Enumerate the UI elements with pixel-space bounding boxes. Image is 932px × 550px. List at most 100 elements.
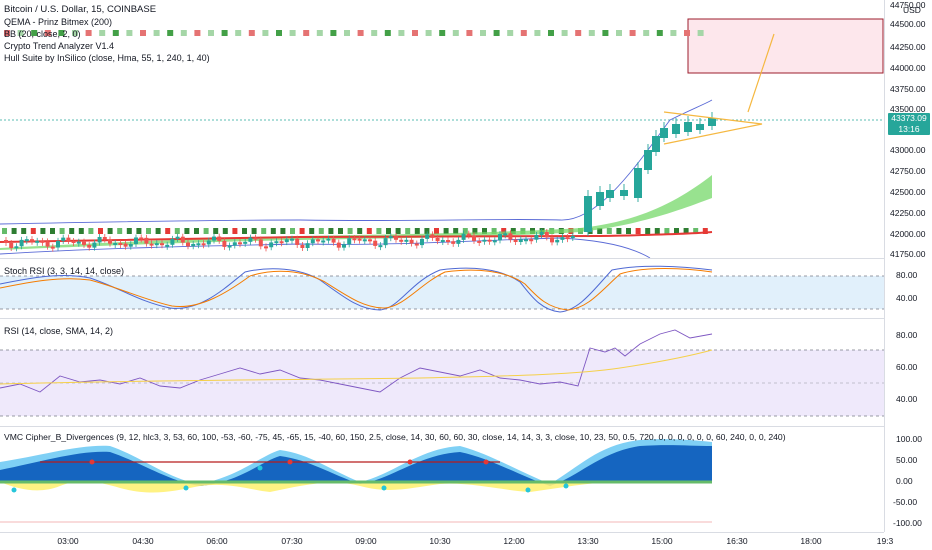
signal-dot [318, 228, 324, 234]
price-tick: 42750.00 [890, 166, 926, 176]
candle [456, 239, 461, 244]
stoch-rsi-title[interactable]: Stoch RSI (3, 3, 14, 14, close) [4, 266, 125, 276]
candle [492, 240, 497, 243]
candle [108, 239, 112, 244]
rsi-pane[interactable]: RSI (14, close, SMA, 14, 2) [0, 318, 884, 427]
vmc-signal-dot [287, 459, 293, 465]
candle [529, 239, 534, 242]
candle [45, 241, 50, 247]
rsi-title[interactable]: RSI (14, close, SMA, 14, 2) [4, 326, 114, 336]
signal-dot [466, 30, 473, 36]
vmc-yellow-wave [0, 481, 712, 493]
time-tick: 18:00 [800, 536, 822, 546]
signal-dot [507, 30, 514, 36]
signal-dot [534, 30, 541, 36]
signal-dot [452, 30, 459, 36]
signal-dot [588, 30, 595, 36]
vmc-axis[interactable] [884, 426, 932, 532]
signal-dot [501, 228, 507, 234]
candles [4, 112, 716, 252]
candle [9, 243, 14, 248]
candle [544, 232, 549, 238]
vmc-signal-dot [381, 485, 387, 491]
candle [331, 238, 336, 243]
candle [652, 136, 660, 152]
candle [92, 242, 97, 248]
stoch-rsi-chart[interactable] [0, 258, 884, 318]
vmc-cipher-pane[interactable]: VMC Cipher_B_Divergences (9, 12, hlc3, 3… [0, 426, 884, 533]
signal-dot [414, 228, 420, 234]
signal-dot [376, 228, 382, 234]
rsi-tick: 40.00 [896, 394, 918, 404]
signal-dot [462, 228, 468, 234]
candle [446, 240, 450, 243]
signal-dot [289, 30, 296, 36]
candle [482, 239, 487, 242]
candle [477, 240, 482, 243]
stoch-axis[interactable] [884, 258, 932, 318]
candle [97, 236, 102, 243]
candle [388, 236, 393, 239]
candle [539, 232, 544, 236]
signal-dot [232, 228, 238, 234]
vmc-tick: 100.00 [896, 434, 922, 444]
indicator-trend-analyzer[interactable]: Crypto Trend Analyzer V1.4 [4, 41, 115, 51]
stoch-d-line [0, 268, 713, 311]
signal-dot [330, 30, 337, 36]
signal-dot [21, 228, 27, 234]
signal-dot [434, 228, 439, 234]
rsi-chart[interactable] [0, 318, 884, 426]
indicator-hull-suite[interactable]: Hull Suite by InSilico (close, Hma, 55, … [4, 53, 210, 63]
signal-dot [136, 228, 142, 234]
indicator-qema[interactable]: QEMA - Prinz Bitmex (200) [4, 17, 113, 27]
stoch-rsi-pane[interactable]: Stoch RSI (3, 3, 14, 14, close) [0, 258, 884, 319]
candle [139, 237, 144, 240]
signal-dot [98, 228, 103, 234]
signal-dot [126, 228, 132, 234]
signal-dot [664, 228, 670, 234]
candle [570, 235, 575, 239]
time-tick: 10:30 [429, 536, 451, 546]
stoch-tick: 80.00 [896, 270, 918, 280]
vmc-title[interactable]: VMC Cipher_B_Divergences (9, 12, hlc3, 3… [4, 432, 786, 442]
signal-dot [493, 30, 500, 36]
candle [196, 243, 201, 246]
rsi-axis[interactable] [884, 318, 932, 426]
signal-dot [629, 30, 636, 36]
signal-dot [425, 30, 432, 36]
candle [440, 240, 445, 243]
candle [76, 241, 81, 244]
candle [357, 238, 362, 241]
price-pane[interactable]: Bitcoin / U.S. Dollar, 15, COINBASE QEMA… [0, 0, 884, 259]
currency-label: USD [903, 5, 921, 15]
trend-arrow [747, 33, 775, 113]
last-price-badge: 43373.09 13:16 [888, 113, 930, 135]
signal-dot [424, 228, 430, 234]
candle [217, 236, 222, 241]
candle [134, 237, 138, 245]
price-chart[interactable] [0, 0, 884, 258]
candle [50, 246, 55, 249]
signal-dot [472, 228, 478, 234]
candle [708, 118, 716, 126]
candle [175, 236, 180, 239]
indicator-bb[interactable]: BB (20, close, 2, 0) [4, 29, 81, 39]
candle [264, 246, 268, 249]
candle [290, 238, 294, 241]
vmc-cipher-chart[interactable] [0, 426, 884, 532]
vmc-signal-dot [563, 483, 569, 489]
signal-dot [386, 228, 391, 234]
candle [644, 150, 652, 170]
candle [248, 237, 253, 242]
candle [180, 236, 185, 243]
candle [373, 240, 378, 246]
price-tick: 44750.00 [890, 0, 926, 10]
signal-dots-top [4, 30, 704, 36]
candle [102, 236, 107, 240]
candle [461, 233, 466, 240]
signal-dot [31, 30, 38, 36]
candle [206, 240, 211, 245]
vmc-signal-dot [183, 485, 189, 491]
vmc-tick: 0.00 [896, 476, 913, 486]
candle [61, 237, 66, 241]
